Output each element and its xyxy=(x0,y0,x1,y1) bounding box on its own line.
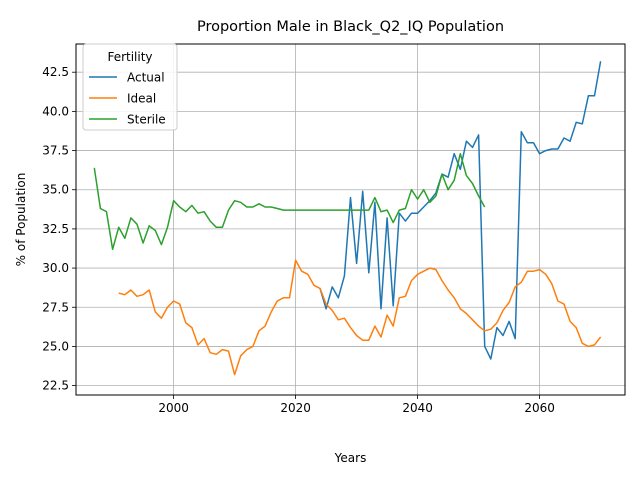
legend-entries: Actual Ideal Sterile xyxy=(89,71,166,127)
legend-label-ideal: Ideal xyxy=(127,92,156,106)
y-axis-label: % of Population xyxy=(14,173,28,267)
series-lines xyxy=(93,61,602,376)
y-tick-label: 37.5 xyxy=(42,144,69,158)
legend: Fertility Actual Ideal Sterile xyxy=(82,43,178,131)
series-line-ideal xyxy=(118,259,602,376)
x-axis-ticks: 2000 2020 2040 2060 xyxy=(158,395,555,415)
y-axis-ticks: 22.5 25.0 27.5 30.0 32.5 35.0 37.5 40.0 42.5 xyxy=(42,65,76,393)
x-axis-label: Years xyxy=(334,451,367,465)
plot-area-frame xyxy=(75,43,626,396)
y-tick-label: 35.0 xyxy=(42,183,69,197)
series-line-sterile xyxy=(93,152,486,251)
x-tick-label: 2020 xyxy=(280,401,311,415)
legend-label-sterile: Sterile xyxy=(127,113,166,127)
chart-title: Proportion Male in Black_Q2_IQ Populatio… xyxy=(197,19,504,35)
x-tick-label: 2040 xyxy=(402,401,433,415)
x-tick-label: 2060 xyxy=(524,401,555,415)
y-tick-label: 32.5 xyxy=(42,222,69,236)
y-tick-label: 27.5 xyxy=(42,300,69,314)
x-tick-label: 2000 xyxy=(158,401,189,415)
legend-box xyxy=(82,43,178,131)
y-tick-label: 40.0 xyxy=(42,104,69,118)
y-tick-label: 30.0 xyxy=(42,261,69,275)
y-tick-label: 42.5 xyxy=(42,65,69,79)
legend-label-actual: Actual xyxy=(127,71,165,85)
series-line-actual xyxy=(319,61,602,360)
y-tick-label: 22.5 xyxy=(42,379,69,393)
y-tick-label: 25.0 xyxy=(42,339,69,353)
legend-title: Fertility xyxy=(107,50,152,64)
